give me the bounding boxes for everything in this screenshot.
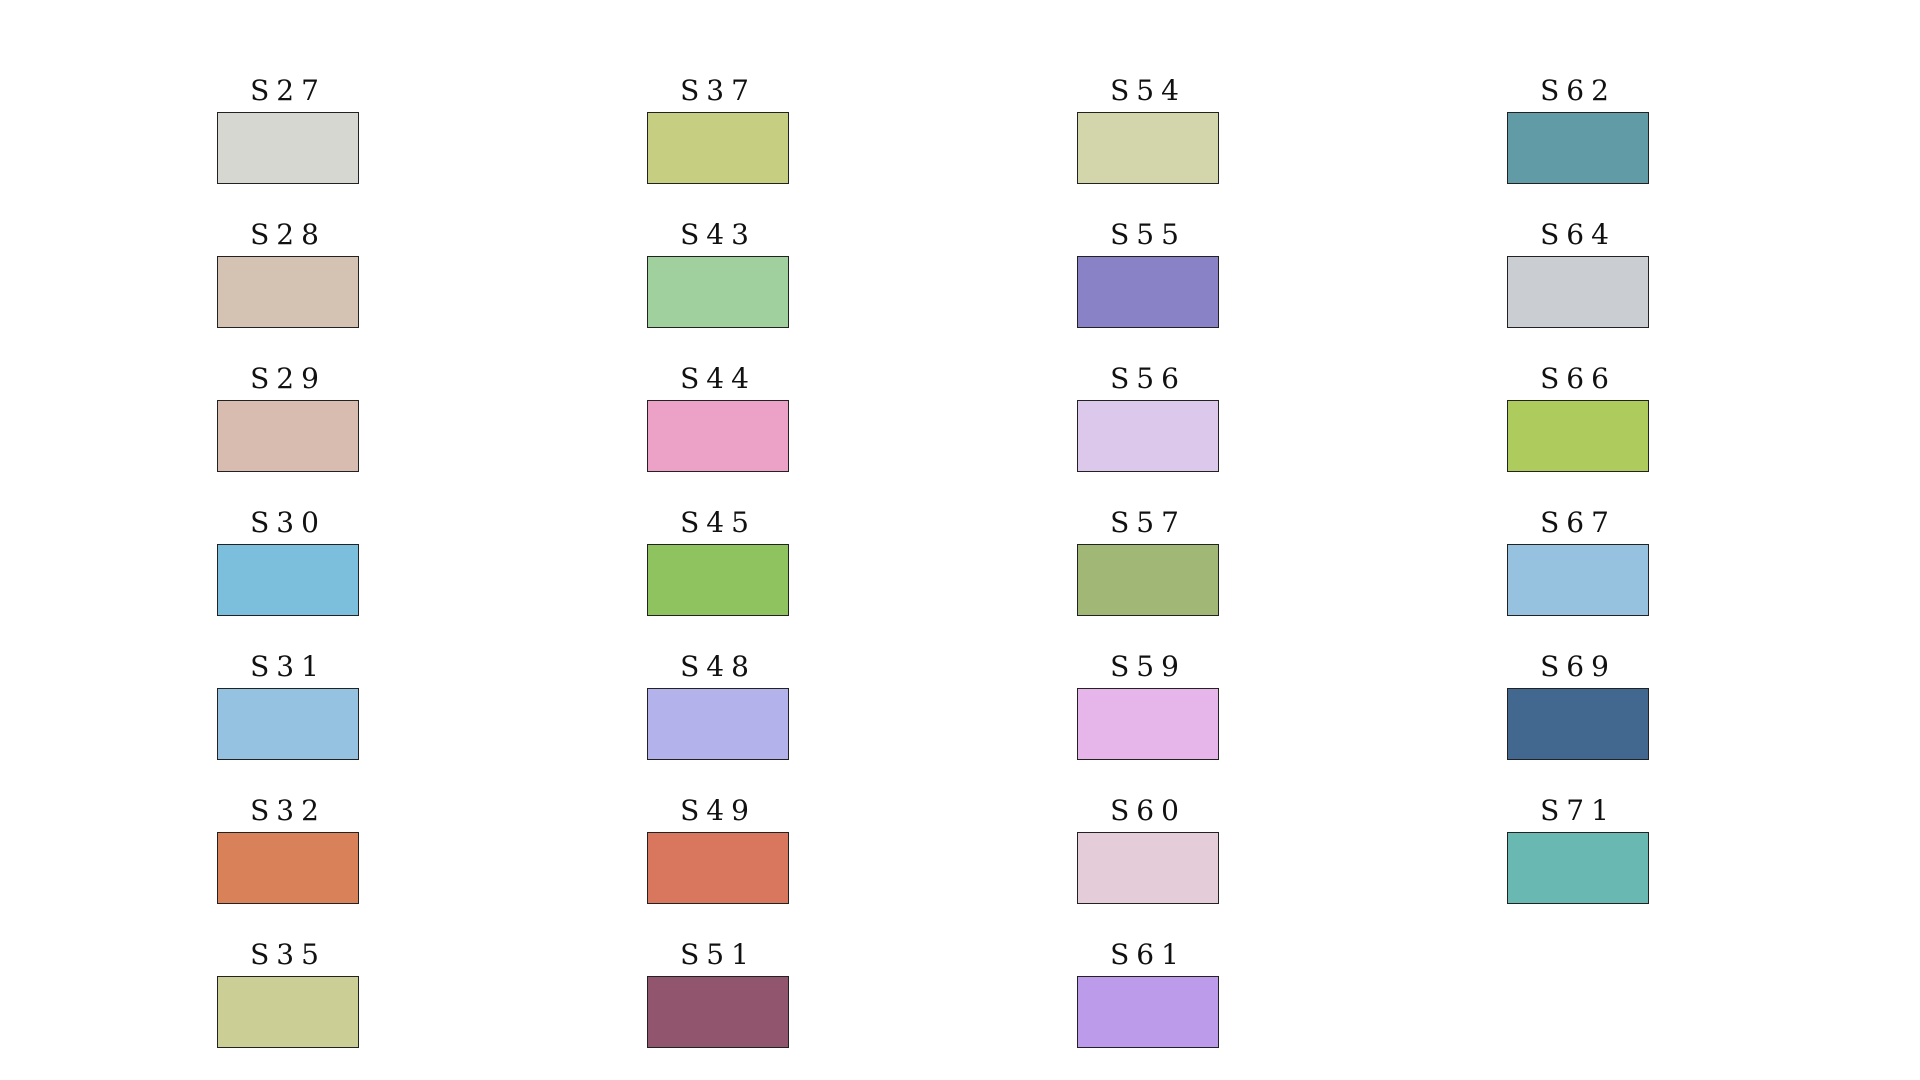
swatch-item: S45 <box>647 506 789 616</box>
swatch-color-box <box>1077 832 1219 904</box>
swatch-item: S55 <box>1077 218 1219 328</box>
swatch-label: S55 <box>1110 218 1186 251</box>
swatch-color-box <box>1507 544 1649 616</box>
swatch-item: S44 <box>647 362 789 472</box>
swatch-item: S54 <box>1077 74 1219 184</box>
swatch-color-box <box>217 688 359 760</box>
swatch-item: S37 <box>647 74 789 184</box>
swatch-label: S45 <box>680 506 756 539</box>
swatch-color-box <box>647 544 789 616</box>
swatch-label: S61 <box>1110 938 1186 971</box>
swatch-label: S56 <box>1110 362 1186 395</box>
swatch-label: S30 <box>250 506 326 539</box>
swatch-color-box <box>1507 688 1649 760</box>
swatch-color-box <box>1077 112 1219 184</box>
swatch-label: S67 <box>1540 506 1616 539</box>
swatch-item: S69 <box>1507 650 1649 760</box>
swatch-item: S61 <box>1077 938 1219 1048</box>
swatch-color-box <box>1077 688 1219 760</box>
swatch-item: S59 <box>1077 650 1219 760</box>
swatch-color-box <box>647 400 789 472</box>
swatch-color-box <box>217 256 359 328</box>
swatch-color-box <box>647 688 789 760</box>
swatch-item: S29 <box>217 362 359 472</box>
swatch-item: S66 <box>1507 362 1649 472</box>
swatch-label: S71 <box>1540 794 1616 827</box>
swatch-item: S48 <box>647 650 789 760</box>
swatch-color-box <box>1507 112 1649 184</box>
swatch-color-box <box>647 112 789 184</box>
swatch-label: S57 <box>1110 506 1186 539</box>
swatch-color-box <box>647 976 789 1048</box>
swatch-color-box <box>217 112 359 184</box>
swatch-item: S31 <box>217 650 359 760</box>
swatch-color-box <box>1507 832 1649 904</box>
swatch-item: S56 <box>1077 362 1219 472</box>
swatch-color-box <box>217 400 359 472</box>
swatch-color-box <box>217 832 359 904</box>
swatch-label: S59 <box>1110 650 1186 683</box>
swatch-label: S43 <box>680 218 756 251</box>
swatch-color-box <box>647 256 789 328</box>
swatch-item: S27 <box>217 74 359 184</box>
swatch-label: S60 <box>1110 794 1186 827</box>
swatch-label: S51 <box>680 938 756 971</box>
swatch-item: S67 <box>1507 506 1649 616</box>
swatch-item: S64 <box>1507 218 1649 328</box>
swatch-item: S51 <box>647 938 789 1048</box>
swatch-label: S69 <box>1540 650 1616 683</box>
swatch-color-box <box>1077 544 1219 616</box>
swatch-item: S71 <box>1507 794 1649 904</box>
swatch-color-box <box>1077 976 1219 1048</box>
swatch-label: S54 <box>1110 74 1186 107</box>
swatch-label: S49 <box>680 794 756 827</box>
swatch-label: S44 <box>680 362 756 395</box>
swatch-color-box <box>217 544 359 616</box>
swatch-label: S28 <box>250 218 326 251</box>
swatch-label: S64 <box>1540 218 1616 251</box>
swatch-color-box <box>647 832 789 904</box>
swatch-item: S28 <box>217 218 359 328</box>
swatch-item: S60 <box>1077 794 1219 904</box>
swatch-item: S35 <box>217 938 359 1048</box>
swatch-item: S30 <box>217 506 359 616</box>
swatch-label: S32 <box>250 794 326 827</box>
swatch-label: S35 <box>250 938 326 971</box>
swatch-label: S31 <box>250 650 326 683</box>
swatch-item: S62 <box>1507 74 1649 184</box>
swatch-label: S29 <box>250 362 326 395</box>
swatch-label: S37 <box>680 74 756 107</box>
swatch-color-box <box>1077 256 1219 328</box>
swatch-label: S62 <box>1540 74 1616 107</box>
swatch-color-box <box>1507 400 1649 472</box>
swatch-color-box <box>1077 400 1219 472</box>
swatch-label: S66 <box>1540 362 1616 395</box>
swatch-item: S57 <box>1077 506 1219 616</box>
swatch-item: S43 <box>647 218 789 328</box>
swatch-color-box <box>217 976 359 1048</box>
swatch-label: S48 <box>680 650 756 683</box>
swatch-label: S27 <box>250 74 326 107</box>
swatch-color-box <box>1507 256 1649 328</box>
swatch-item: S32 <box>217 794 359 904</box>
swatch-item: S49 <box>647 794 789 904</box>
